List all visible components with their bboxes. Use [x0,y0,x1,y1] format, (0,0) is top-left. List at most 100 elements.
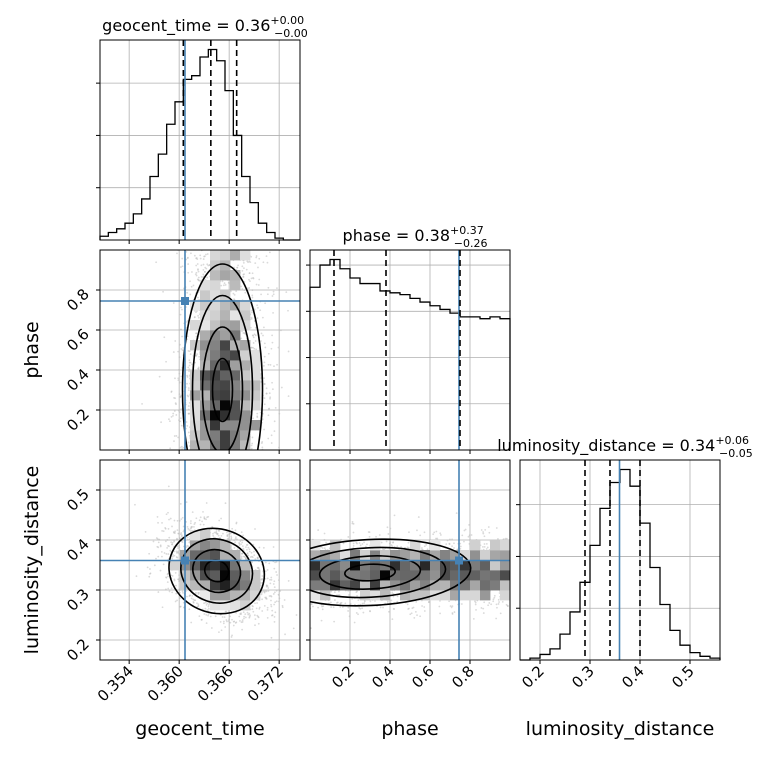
density-cell [190,390,201,401]
sample-point [189,280,191,283]
sample-point [269,397,271,400]
density-cell [240,340,251,351]
axes-frame [99,39,301,241]
sample-point [173,519,176,522]
density-cell [240,390,251,401]
density-cell [230,420,241,431]
sample-point [179,420,182,423]
sample-point [168,418,170,421]
sample-point [242,555,245,558]
density-cell [230,280,241,291]
sample-point [281,604,284,607]
sample-point [176,519,179,522]
sample-point [199,257,202,260]
sample-point [172,553,174,556]
sample-point [275,600,278,603]
sample-point [203,516,206,519]
sample-point [207,608,210,610]
sample-point [179,395,182,398]
sample-point [149,568,151,570]
sample-point [186,425,189,427]
sample-point [270,347,273,350]
density-cell [220,250,231,261]
sample-point [187,389,190,392]
density-cell [200,400,211,411]
sample-point [194,273,197,276]
sample-point [164,540,167,543]
sample-point [224,502,227,505]
sample-point [197,270,200,273]
sample-point [167,553,170,555]
sample-point [195,257,198,259]
sample-point [268,407,271,410]
sample-point [253,554,256,557]
sample-point [271,341,274,344]
sample-point [191,525,193,528]
density-cell [220,330,231,341]
sample-point [258,257,261,260]
density-cell [250,390,261,401]
sample-point [195,354,198,357]
sample-point [190,285,193,288]
sample-point [274,406,277,409]
sample-point [266,569,269,571]
sample-point [220,284,223,287]
sample-point [209,615,212,618]
sample-point [235,290,238,292]
sample-point [168,590,171,593]
sample-point [171,575,174,577]
sample-point [166,573,169,576]
sample-point [192,284,195,287]
sample-point [254,262,257,265]
sample-point [134,503,136,506]
sample-point [273,591,276,594]
sample-point [170,416,173,418]
sample-point [252,610,255,613]
axes-frame [309,249,511,451]
sample-point [292,627,295,630]
sample-point [263,355,266,358]
sample-point [287,395,290,397]
sample-point [175,414,178,416]
sample-point [245,268,248,271]
sample-point [180,306,182,309]
sample-point [186,525,189,528]
sample-point [254,528,256,530]
sample-point [179,417,182,420]
sample-point [189,522,192,525]
density-cell [200,430,211,441]
sample-point [202,263,205,266]
sample-point [207,613,210,615]
sample-point [200,275,203,278]
sample-point [276,363,278,366]
density-cell [240,360,251,371]
sample-point [191,271,193,273]
density-cell [220,310,231,321]
sample-point [236,538,238,541]
sample-point [255,283,258,286]
sample-point [167,511,169,514]
sample-point [155,261,158,264]
sample-point [248,278,250,281]
sample-point [187,366,190,369]
sample-point [260,293,262,296]
sample-point [222,620,225,623]
sample-point [178,546,181,549]
sample-point [161,529,164,532]
sample-point [199,516,202,519]
sample-point [254,618,257,621]
sample-point [249,280,251,283]
sample-point [251,309,253,312]
sample-point [155,537,158,539]
sample-point [237,264,239,267]
sample-point [247,546,250,549]
sample-point [259,411,262,414]
sample-point [250,277,253,280]
sample-point [205,253,207,256]
sample-point [271,609,274,612]
sample-point [202,258,205,260]
sample-point [242,273,245,276]
sample-point [185,421,188,423]
sample-point [180,424,183,427]
sample-point [220,517,223,520]
